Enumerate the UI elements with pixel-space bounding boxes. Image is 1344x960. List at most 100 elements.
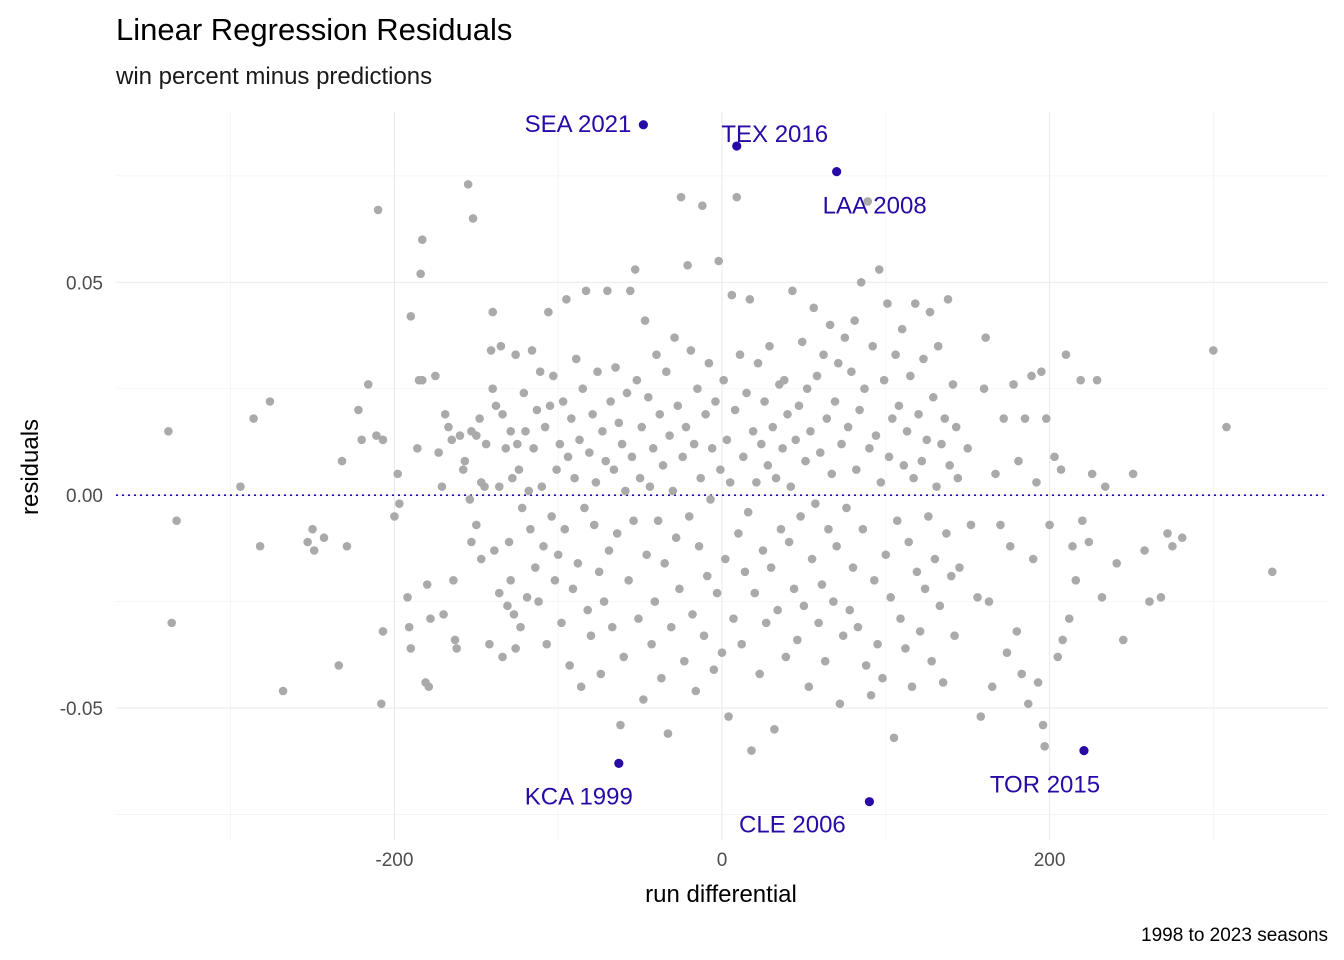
scatter-point	[871, 431, 881, 440]
scatter-point	[1087, 469, 1097, 479]
highlighted-point	[732, 141, 742, 151]
scatter-point	[558, 397, 568, 406]
scatter-point	[390, 512, 399, 521]
scatter-point	[549, 371, 558, 381]
scatter-point	[426, 614, 435, 623]
scatter-point	[1128, 469, 1138, 479]
scatter-point	[545, 401, 555, 411]
scatter-point	[424, 682, 434, 692]
scatter-point	[850, 316, 859, 325]
scatter-point	[494, 482, 504, 491]
scatter-point	[455, 431, 465, 440]
scatter-point	[883, 299, 892, 308]
scatter-point	[811, 499, 820, 508]
scatter-point	[616, 720, 625, 730]
scatter-point	[932, 482, 941, 491]
scatter-point	[354, 405, 363, 415]
scatter-point	[637, 422, 647, 432]
scatter-point	[452, 644, 461, 653]
scatter-point	[481, 439, 491, 449]
scatter-point	[755, 669, 764, 679]
point-annotation: LAA 2008	[823, 193, 927, 220]
scatter-point	[784, 537, 794, 547]
scatter-point	[698, 201, 707, 210]
scatter-point	[434, 448, 443, 457]
scatter-point	[619, 652, 629, 662]
scatter-point	[1002, 648, 1012, 657]
scatter-point	[757, 439, 766, 449]
scatter-point	[1092, 375, 1102, 385]
scatter-point	[863, 197, 873, 206]
scatter-point	[814, 618, 823, 628]
scatter-point	[858, 524, 868, 534]
scatter-point	[598, 426, 607, 436]
scatter-point	[874, 265, 884, 274]
scatter-point	[621, 486, 630, 496]
scatter-point	[535, 367, 545, 376]
highlighted-point	[864, 797, 875, 807]
grid	[116, 112, 1328, 840]
scatter-point	[303, 537, 312, 547]
scatter-point	[563, 452, 573, 462]
scatter-point	[516, 622, 525, 632]
scatter-point	[612, 529, 622, 538]
scatter-point	[1068, 541, 1077, 551]
scatter-point	[236, 482, 245, 491]
x-axis-title: run differential	[645, 881, 797, 908]
scatter-point	[601, 456, 611, 466]
scatter-point	[725, 478, 735, 487]
scatter-point	[901, 644, 910, 653]
scatter-point	[1168, 541, 1177, 551]
scatter-point	[925, 307, 935, 317]
scatter-point	[1037, 367, 1046, 376]
scatter-point	[657, 673, 666, 683]
scatter-point	[843, 422, 853, 432]
scatter-point	[465, 495, 475, 504]
scatter-point	[750, 588, 760, 598]
scatter-point	[578, 384, 588, 394]
scatter-point	[555, 439, 565, 449]
scatter-point	[753, 358, 763, 368]
scatter-point	[593, 367, 602, 376]
scatter-point	[888, 414, 897, 423]
scatter-point	[560, 524, 570, 534]
scatter-point	[480, 482, 489, 491]
scatter-point	[866, 690, 876, 700]
scatter-point	[658, 461, 668, 470]
scatter-point	[943, 295, 953, 304]
scatter-point	[738, 452, 748, 462]
scatter-point	[1041, 414, 1051, 423]
scatter-point	[891, 350, 900, 359]
scatter-point	[987, 682, 997, 692]
scatter-point	[699, 631, 709, 640]
scatter-point	[838, 631, 848, 640]
scatter-point	[570, 473, 579, 483]
scatter-point	[852, 465, 861, 474]
chart-caption: 1998 to 2023 seasons	[1141, 925, 1328, 946]
scatter-point	[413, 444, 422, 453]
scatter-point	[585, 448, 594, 457]
scatter-point	[591, 478, 601, 487]
scatter-point	[404, 622, 414, 632]
scatter-point	[526, 524, 535, 534]
scatter-point	[544, 307, 553, 317]
scatter-point	[856, 277, 866, 287]
scatter-point	[373, 205, 383, 215]
scatter-point	[809, 303, 819, 313]
scatter-point	[719, 375, 728, 385]
scatter-point	[765, 341, 774, 351]
scatter-point	[624, 576, 633, 585]
scatter-point	[599, 597, 609, 606]
scatter-point	[773, 605, 782, 615]
scatter-point	[562, 295, 571, 304]
scatter-point	[984, 597, 994, 606]
scatter-point	[892, 516, 902, 526]
scatter-point	[1038, 720, 1048, 730]
scatter-point	[1023, 699, 1033, 709]
highlighted-point	[832, 167, 842, 177]
scatter-point	[920, 584, 930, 594]
scatter-point	[683, 260, 692, 270]
scatter-point	[793, 635, 802, 645]
scatter-point	[953, 473, 963, 483]
scatter-point	[506, 426, 516, 436]
